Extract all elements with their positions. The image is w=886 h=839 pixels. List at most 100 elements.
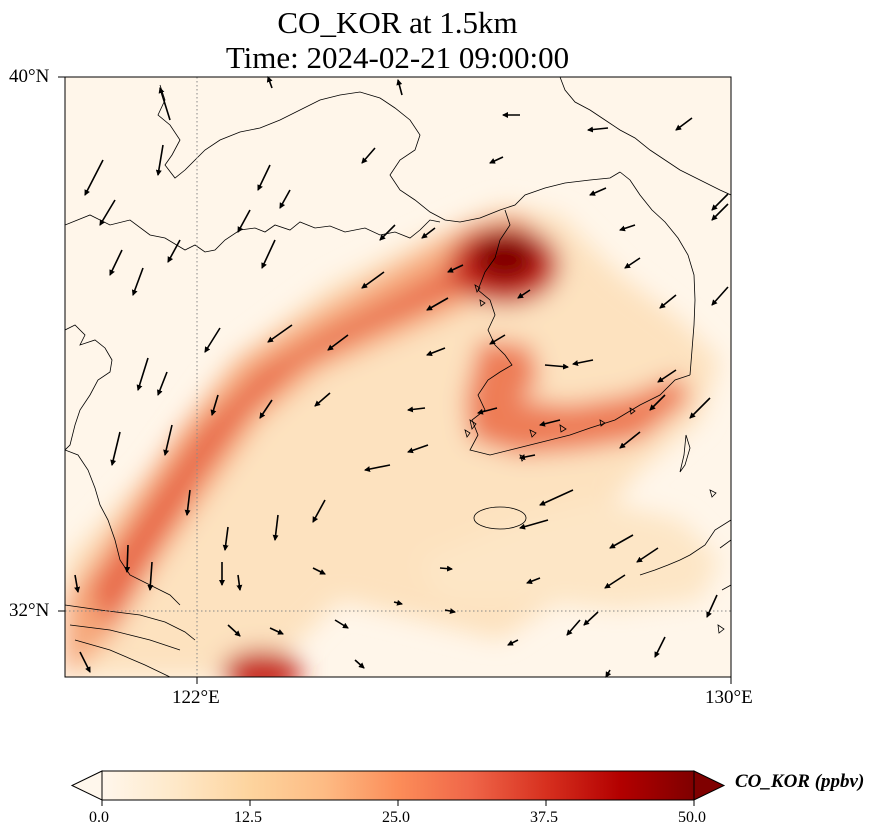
wind-arrow — [519, 519, 549, 530]
wind-arrow — [131, 267, 144, 296]
wind-arrow — [689, 397, 711, 419]
wind-arrow — [711, 193, 729, 211]
wind-arrow — [587, 126, 609, 133]
wind-arrow — [624, 257, 641, 269]
colorbar-tick-3: 37.5 — [530, 809, 558, 826]
wind-arrow — [327, 334, 349, 351]
wind-arrow — [407, 444, 429, 454]
wind-arrow — [659, 294, 677, 309]
wind-arrow — [566, 619, 581, 636]
wind-arrow — [426, 347, 446, 356]
wind-arrow — [312, 567, 326, 575]
wind-arrow — [163, 424, 173, 456]
colorbar-title: CO_KOR (ppbv) — [735, 771, 865, 792]
wind-arrow — [236, 574, 243, 591]
wind-arrow — [314, 392, 331, 407]
wind-arrow — [583, 611, 599, 626]
wind-arrow — [267, 324, 293, 343]
wind-arrow — [711, 203, 729, 221]
wind-arrow — [272, 514, 279, 541]
wind-arrow — [526, 577, 541, 585]
wind-arrow — [334, 619, 349, 629]
wind-arrow — [269, 627, 284, 635]
plume-southeast-tail — [420, 500, 720, 610]
wind-arrow — [407, 406, 426, 413]
wind-arrow — [157, 371, 168, 396]
lon-label-122e: 122°E — [172, 687, 220, 708]
wind-arrow — [657, 369, 677, 383]
wind-arrow — [619, 224, 636, 232]
wind-arrow — [539, 489, 574, 506]
wind-arrow — [222, 526, 229, 551]
map-title: CO_KOR at 1.5km — [277, 5, 518, 40]
wind-arrow — [79, 651, 91, 673]
lat-label-40n: 40°N — [9, 66, 50, 87]
plume-hotspot-core — [473, 234, 537, 282]
colorbar-tick-4: 50.0 — [678, 809, 706, 826]
wind-arrow — [99, 199, 116, 226]
wind-arrow — [257, 164, 271, 191]
colorbar-extend-high — [693, 770, 726, 801]
wind-arrow — [421, 227, 436, 239]
wind-arrow — [210, 394, 219, 416]
coastline-korea-east — [619, 171, 696, 376]
plume-south-branch — [465, 340, 690, 455]
wind-arrow — [396, 79, 403, 96]
wind-arrow — [675, 117, 693, 131]
lon-label-130e: 130°E — [705, 687, 753, 708]
coastline-china-north — [65, 214, 441, 253]
wind-arrow — [489, 334, 506, 345]
wind-arrow — [261, 239, 276, 269]
colorbar-tick-2: 25.0 — [382, 809, 410, 826]
wind-arrow — [167, 239, 181, 263]
coastline-shandong — [65, 324, 113, 451]
lat-label-32n: 32°N — [9, 600, 50, 621]
wind-arrow — [426, 297, 449, 311]
axis-ticks — [58, 76, 732, 684]
wind-arrow — [519, 454, 536, 460]
wind-arrow — [517, 289, 531, 299]
wind-arrow — [84, 159, 104, 196]
wind-arrow — [266, 76, 273, 89]
wind-arrow — [237, 209, 251, 233]
coastline-korea-west — [469, 209, 691, 456]
wind-arrow — [158, 87, 171, 121]
co-concentration-field — [65, 205, 720, 677]
wind-arrow — [609, 534, 634, 549]
wind-arrow — [354, 659, 365, 669]
wind-arrow — [227, 624, 241, 637]
wind-arrow — [361, 147, 376, 164]
wind-arrow — [572, 359, 594, 366]
coastline-tsushima — [679, 434, 691, 473]
wind-arrow — [589, 187, 607, 196]
wind-arrow — [74, 574, 81, 593]
colorbar-extend-low — [70, 770, 103, 801]
wind-arrow — [447, 264, 464, 273]
wind-arrow — [439, 565, 453, 572]
coastline-northeast — [559, 77, 731, 196]
plume-bottom-hotspot — [222, 650, 302, 677]
wind-arrow — [507, 639, 519, 646]
wind-arrow — [312, 499, 326, 523]
colorbar-tick-1: 12.5 — [234, 809, 262, 826]
wind-arrow — [393, 599, 403, 606]
wind-arrow — [204, 327, 221, 353]
wind-arrow — [544, 363, 569, 370]
wind-arrow — [604, 574, 626, 589]
wind-arrow — [147, 561, 154, 591]
wind-arrow — [110, 431, 121, 466]
map-frame — [64, 76, 732, 678]
wind-arrow — [477, 407, 498, 415]
wind-arrow — [539, 419, 561, 427]
colorbar — [70, 770, 726, 806]
wind-arrow — [706, 594, 718, 618]
coastline-yangtze — [65, 604, 196, 677]
wind-arrow — [444, 608, 456, 614]
gridlines — [65, 77, 731, 677]
coastline-kyushu — [639, 519, 731, 591]
coastline-jeju — [473, 506, 527, 530]
wind-arrow — [259, 399, 273, 419]
wind-arrow — [109, 249, 123, 276]
colorbar-tick-0: 0.0 — [89, 809, 109, 826]
